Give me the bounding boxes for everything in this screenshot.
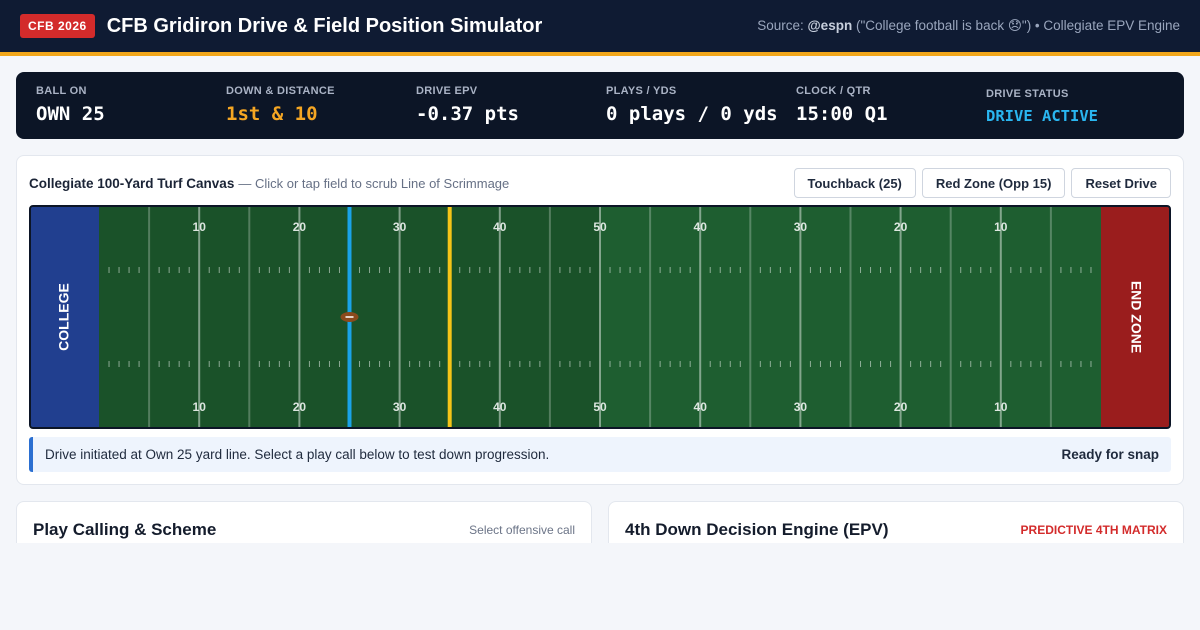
- source-prefix: Source:: [757, 18, 808, 33]
- stat-label: DRIVE EPV: [416, 85, 478, 97]
- yard-number: 10: [994, 220, 1008, 234]
- canvas-hint: — Click or tap field to scrub Line of Sc…: [238, 175, 510, 191]
- source-credit: Source: @espn ("College football is back…: [757, 18, 1180, 34]
- stat-label: DRIVE STATUS: [986, 88, 1069, 100]
- stat-clock: CLOCK / QTR 15:00 Q1: [796, 85, 986, 125]
- panel-title: 4th Down Decision Engine (EPV): [625, 520, 889, 539]
- app-title: CFB Gridiron Drive & Field Position Simu…: [106, 14, 543, 37]
- drive-log-bar: Drive initiated at Own 25 yard line. Sel…: [29, 437, 1171, 472]
- turf-stripe: [600, 207, 701, 427]
- yard-number: 50: [593, 400, 607, 414]
- left-endzone: [31, 207, 99, 427]
- yard-number: 30: [393, 400, 407, 414]
- turf-stripe: [499, 207, 601, 427]
- turf-stripes: [99, 207, 1102, 427]
- yard-number: 20: [293, 400, 307, 414]
- yard-number: 30: [393, 220, 407, 234]
- yard-number: 40: [694, 220, 708, 234]
- stat-value: OWN 25: [36, 103, 105, 125]
- yard-number: 10: [994, 400, 1008, 414]
- yard-number: 10: [193, 220, 207, 234]
- turf-stripe: [1000, 207, 1102, 427]
- yard-number: 20: [894, 400, 908, 414]
- red-zone-button[interactable]: Red Zone (Opp 15): [921, 168, 1066, 198]
- touchback-button[interactable]: Touchback (25): [793, 168, 916, 198]
- field-svg[interactable]: COLLEGE END ZONE 10 10 20 20 30 30 40 40 50 50 40 4…: [31, 207, 1169, 427]
- yard-number: 20: [293, 220, 307, 234]
- app-header: CFB 2026 CFB Gridiron Drive & Field Posi…: [0, 0, 1200, 52]
- field-card: Collegiate 100-Yard Turf Canvas — Click …: [16, 155, 1184, 485]
- snap-status: Ready for snap: [1061, 447, 1159, 462]
- turf-stripe: [199, 207, 300, 427]
- panel-title: Play Calling & Scheme: [33, 520, 217, 539]
- right-endzone: [1101, 207, 1169, 427]
- header-accent-stripe: [0, 52, 1200, 56]
- yard-number: 40: [493, 400, 507, 414]
- football-icon[interactable]: [340, 312, 359, 322]
- canvas-title: Collegiate 100-Yard Turf Canvas: [29, 175, 235, 191]
- yard-number: 10: [193, 400, 207, 414]
- yard-numbers: 10 10 20 20 30 30 40 40 50 50 40 40 30 30 20 20 10 10: [193, 220, 1008, 414]
- field-preset-buttons: Touchback (25) Red Zone (Opp 15) Reset D…: [793, 168, 1171, 198]
- stat-value: 0 plays / 0 yds: [606, 103, 778, 125]
- yard-number: 40: [493, 220, 507, 234]
- yard-number: 30: [794, 400, 808, 414]
- source-suffix: ("College football is back 😞") • Collegi…: [852, 18, 1180, 33]
- right-endzone-label: END ZONE: [1128, 281, 1144, 353]
- turf-stripe: [900, 207, 1002, 427]
- turf-stripe: [99, 207, 200, 427]
- yard-number: 50: [593, 220, 607, 234]
- stat-value: 1st & 10: [226, 103, 318, 125]
- stat-value: -0.37 pts: [416, 103, 519, 125]
- drive-log-text: Drive initiated at Own 25 yard line. Sel…: [45, 447, 550, 462]
- stat-label: PLAYS / YDS: [606, 85, 677, 97]
- stat-ball-on: BALL ON OWN 25: [36, 85, 226, 125]
- stat-label: DOWN & DISTANCE: [226, 85, 335, 97]
- yard-number: 40: [694, 400, 708, 414]
- stat-down-distance: DOWN & DISTANCE 1st & 10: [226, 85, 416, 125]
- stat-drive-status: DRIVE STATUS DRIVE ACTIVE: [986, 88, 1176, 125]
- stat-plays-yds: PLAYS / YDS 0 plays / 0 yds: [606, 85, 796, 125]
- stat-value: DRIVE ACTIVE: [986, 107, 1098, 125]
- hash-marks: [108, 267, 1092, 367]
- stat-label: BALL ON: [36, 85, 87, 97]
- turf-canvas[interactable]: COLLEGE END ZONE 10 10 20 20 30 30 40 40 50 50 40 4…: [29, 205, 1171, 429]
- panel-tag: Select offensive call: [469, 523, 575, 537]
- season-badge: CFB 2026: [20, 14, 95, 38]
- turf-stripe: [700, 207, 801, 427]
- page-background: [0, 543, 1200, 630]
- yard-number: 30: [794, 220, 808, 234]
- turf-stripe: [800, 207, 902, 427]
- left-endzone-label: COLLEGE: [56, 283, 72, 351]
- scoreboard: BALL ON OWN 25 DOWN & DISTANCE 1st & 10 …: [16, 72, 1184, 139]
- field-card-header: Collegiate 100-Yard Turf Canvas — Click …: [29, 168, 1171, 198]
- stat-drive-epv: DRIVE EPV -0.37 pts: [416, 85, 606, 125]
- yard-number: 20: [894, 220, 908, 234]
- stat-label: CLOCK / QTR: [796, 85, 871, 97]
- source-handle-link[interactable]: @espn: [807, 18, 853, 33]
- reset-drive-button[interactable]: Reset Drive: [1071, 168, 1171, 198]
- stat-value: 15:00 Q1: [796, 103, 888, 125]
- panel-tag: PREDICTIVE 4TH MATRIX: [1020, 523, 1167, 537]
